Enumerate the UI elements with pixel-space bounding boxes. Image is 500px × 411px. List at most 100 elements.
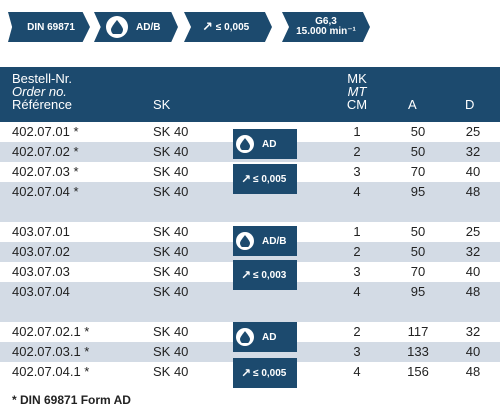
header-cm: CM (346, 97, 368, 112)
cell-a: 70 (410, 264, 426, 279)
footnote: * DIN 69871 Form AD (12, 393, 131, 407)
coolant-badge-label: AD/B (262, 235, 287, 247)
table-row: 402.07.02.1 * SK 40 2 117 32 (0, 322, 500, 342)
cell-sk: SK 40 (153, 124, 189, 139)
header-reference: Référence (12, 97, 72, 112)
table-row: 402.07.03.1 * SK 40 3 133 40 (0, 342, 500, 362)
coolant-badge-label: AD (262, 138, 277, 150)
cell-a: 95 (410, 184, 426, 199)
group-separator (0, 202, 500, 222)
cell-sk: SK 40 (153, 144, 189, 159)
cell-d: 25 (465, 124, 481, 139)
cell-a: 133 (407, 344, 429, 359)
cell-a: 50 (410, 224, 426, 239)
cell-d: 32 (465, 144, 481, 159)
cell-mk: 2 (353, 324, 361, 339)
cell-sk: SK 40 (153, 244, 189, 259)
header-order: Order no. (12, 84, 67, 99)
tolerance-badge-label: ≤ 0,005 (253, 367, 287, 379)
cell-mk: 4 (353, 184, 361, 199)
tolerance-badge-label: ≤ 0,003 (253, 269, 287, 281)
cell-a: 50 (410, 244, 426, 259)
cell-mk: 3 (353, 264, 361, 279)
cell-mk: 4 (353, 284, 361, 299)
cell-a: 70 (410, 164, 426, 179)
header-mt: MT (347, 84, 367, 99)
cell-a: 117 (407, 324, 429, 339)
cell-sk: SK 40 (153, 184, 189, 199)
tolerance-tag-label: ≤ 0,005 (215, 21, 250, 33)
cell-sk: SK 40 (153, 164, 189, 179)
arrow-up-right-icon: ↗ (241, 172, 252, 186)
cell-d: 32 (465, 244, 481, 259)
cell-sk: SK 40 (153, 224, 189, 239)
cell-bestell: 402.07.01 * (12, 124, 79, 139)
cell-sk: SK 40 (153, 284, 189, 299)
cell-bestell: 402.07.04 * (12, 184, 79, 199)
coolant-tag-label: AD/B (136, 21, 161, 33)
drop-icon (236, 328, 254, 346)
cell-d: 32 (465, 324, 481, 339)
cell-bestell: 403.07.04 (12, 284, 70, 299)
table-row: 403.07.01 SK 40 1 50 25 (0, 222, 500, 242)
cell-d: 25 (465, 224, 481, 239)
cell-mk: 3 (353, 344, 361, 359)
coolant-tag: AD/B (94, 12, 178, 42)
table-row: 402.07.04.1 * SK 40 4 156 48 (0, 362, 500, 382)
cell-a: 50 (410, 124, 426, 139)
cell-d: 48 (465, 364, 481, 379)
coolant-badge: AD (233, 322, 297, 352)
coolant-badge: AD (233, 129, 297, 159)
tolerance-badge: ↗ ≤ 0,005 (233, 358, 297, 388)
table-header: Bestell-Nr. Order no. Référence SK MK MT… (0, 67, 500, 122)
tolerance-tag: ↗ ≤ 0,005 (184, 12, 272, 42)
cell-bestell: 403.07.03 (12, 264, 70, 279)
cell-a: 50 (410, 144, 426, 159)
cell-d: 40 (465, 344, 481, 359)
cell-bestell: 402.07.04.1 * (12, 364, 90, 379)
balance-speed: 15.000 min⁻¹ (296, 26, 356, 37)
header-d: D (465, 97, 475, 112)
arrow-up-right-icon: ↗ (241, 366, 252, 380)
header-bestell: Bestell-Nr. (12, 71, 72, 86)
cell-mk: 1 (353, 124, 361, 139)
group-separator (0, 302, 500, 322)
cell-sk: SK 40 (153, 364, 189, 379)
cell-d: 40 (465, 164, 481, 179)
header-mk: MK (347, 71, 367, 86)
cell-mk: 4 (353, 364, 361, 379)
cell-bestell: 402.07.03 * (12, 164, 79, 179)
coolant-badge: AD/B (233, 226, 297, 256)
cell-d: 48 (465, 184, 481, 199)
cell-bestell: 403.07.01 (12, 224, 70, 239)
cell-a: 95 (410, 284, 426, 299)
cell-sk: SK 40 (153, 264, 189, 279)
cell-mk: 1 (353, 224, 361, 239)
tolerance-badge: ↗ ≤ 0,003 (233, 260, 297, 290)
cell-sk: SK 40 (153, 344, 189, 359)
cell-bestell: 402.07.03.1 * (12, 344, 90, 359)
cell-bestell: 403.07.02 (12, 244, 70, 259)
drop-icon (106, 16, 128, 38)
cell-mk: 2 (353, 144, 361, 159)
tolerance-badge-label: ≤ 0,005 (253, 173, 287, 185)
arrow-up-right-icon: ↗ (241, 268, 252, 282)
cell-mk: 3 (353, 164, 361, 179)
cell-d: 48 (465, 284, 481, 299)
cell-a: 156 (407, 364, 429, 379)
cell-bestell: 402.07.02.1 * (12, 324, 90, 339)
cell-bestell: 402.07.02 * (12, 144, 79, 159)
din-tag: DIN 69871 (8, 12, 90, 42)
drop-icon (236, 232, 254, 250)
arrow-up-right-icon: ↗ (202, 19, 213, 34)
table-row: 403.07.03 SK 40 3 70 40 (0, 262, 500, 282)
cell-mk: 2 (353, 244, 361, 259)
table-row: 403.07.04 SK 40 4 95 48 (0, 282, 500, 302)
table-row: 402.07.03 * SK 40 3 70 40 (0, 162, 500, 182)
balance-grade: G6,3 (315, 16, 337, 27)
table-row: 402.07.01 * SK 40 1 50 25 (0, 122, 500, 142)
din-tag-label: DIN 69871 (27, 21, 75, 33)
tolerance-badge: ↗ ≤ 0,005 (233, 164, 297, 194)
drop-icon (236, 135, 254, 153)
cell-sk: SK 40 (153, 324, 189, 339)
